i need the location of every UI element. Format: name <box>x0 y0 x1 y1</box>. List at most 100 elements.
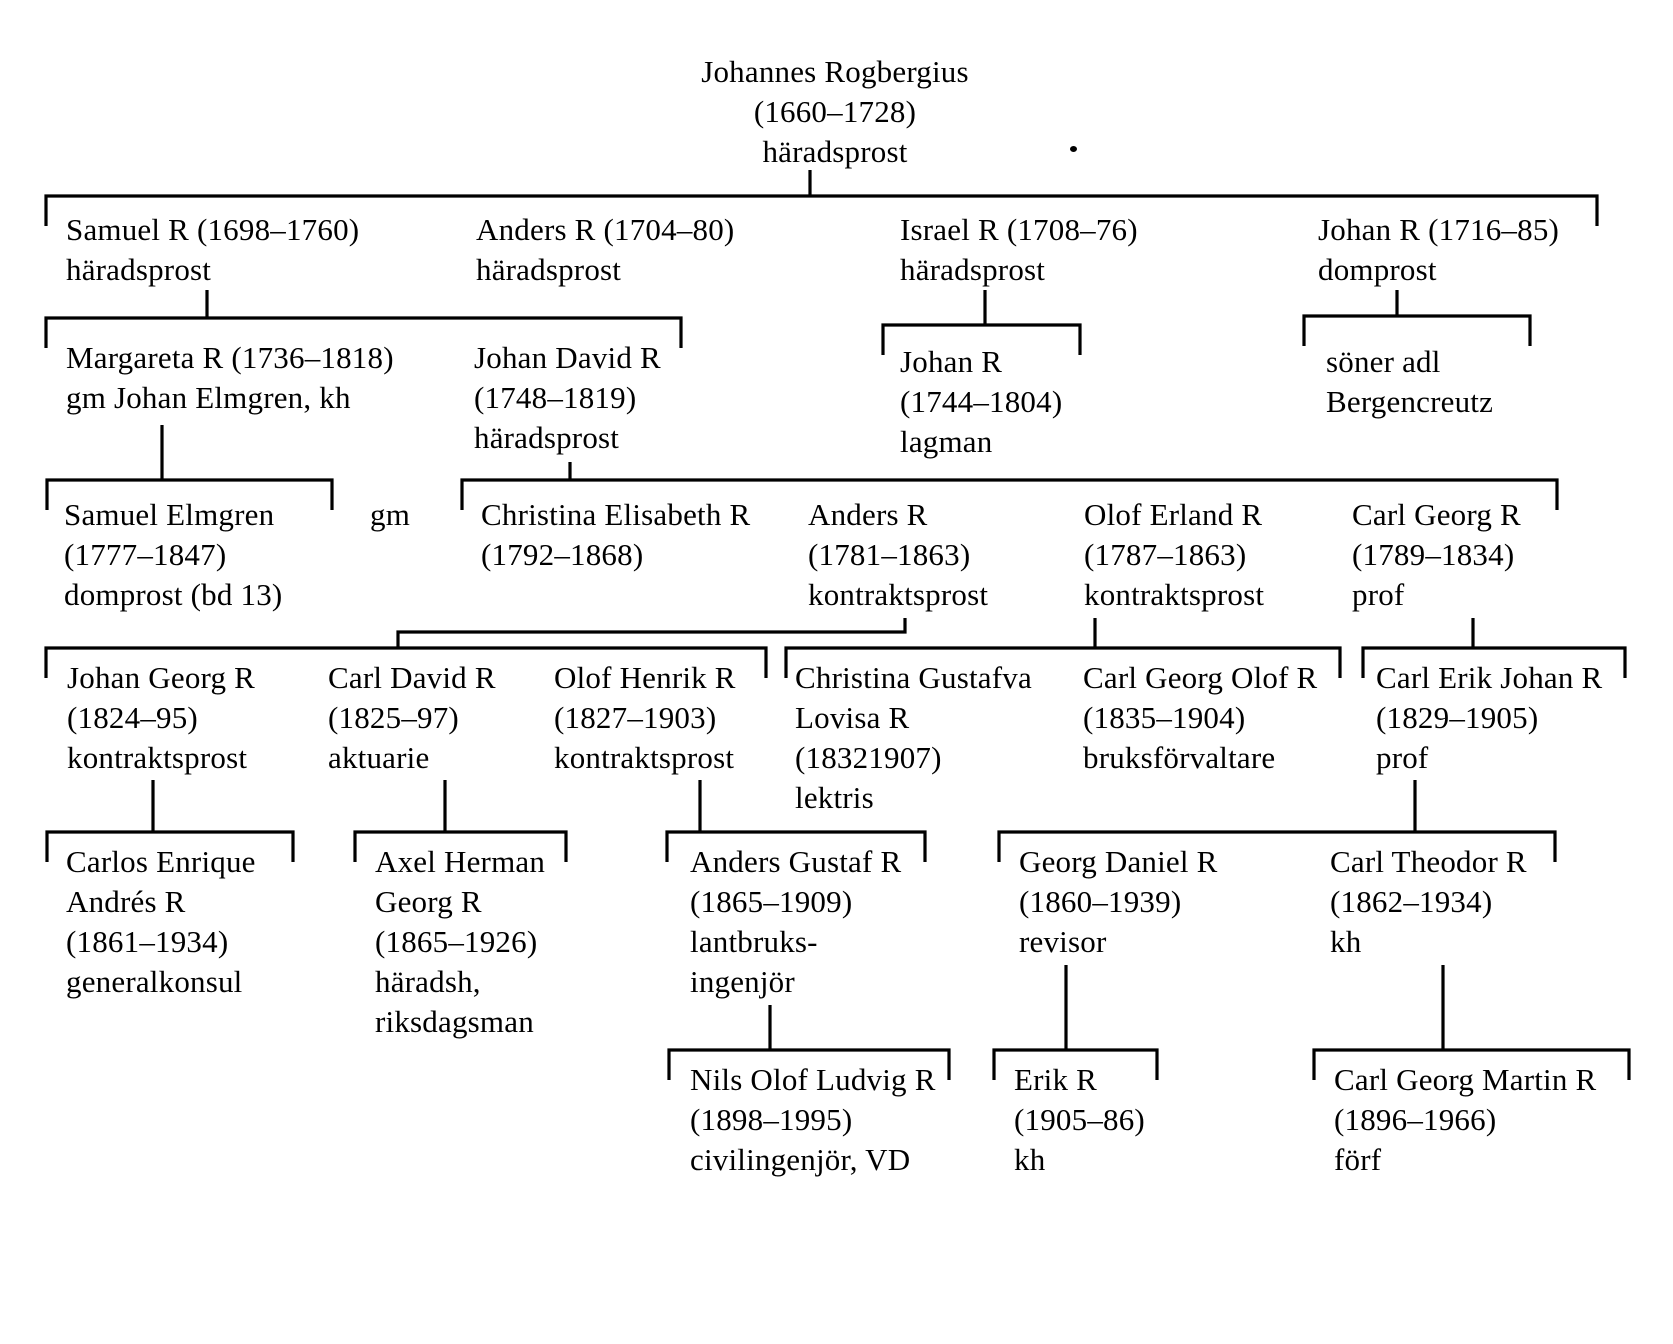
stray-dot <box>1070 146 1077 152</box>
person-carlos: Carlos Enrique Andrés R (1861–1934) general… <box>66 842 256 1002</box>
person-carlgeorg4-line-2: prof <box>1352 577 1405 612</box>
person-johandavid-line-2: häradsprost <box>474 420 620 455</box>
person-carlerikjohan-line-2: prof <box>1376 740 1429 775</box>
person-samuel2: Samuel R (1698–1760) häradsprost <box>66 210 359 290</box>
connector-gen6-bracket-johangeorg5-children <box>45 830 295 862</box>
person-carlos-line-2: (1861–1934) <box>66 924 229 959</box>
person-erik: Erik R (1905–86) kh <box>1014 1060 1145 1180</box>
person-carldavid5: Carl David R (1825–97) aktuarie <box>328 658 496 778</box>
person-erik-line-0: Erik R <box>1014 1062 1097 1097</box>
person-carlgeorg4-line-1: (1789–1834) <box>1352 537 1515 572</box>
person-johangeorg5-line-2: kontraktsprost <box>67 740 248 775</box>
person-oloferland: Olof Erland R (1787–1863) kontraktsprost <box>1084 495 1264 615</box>
person-carlgeorgolof-line-2: bruksförvaltare <box>1083 740 1276 775</box>
person-nils: Nils Olof Ludvig R (1898–1995) civilingenj… <box>690 1060 936 1180</box>
person-andersgustaf: Anders Gustaf R (1865–1909) lantbruks-inge… <box>690 842 901 1002</box>
person-johan2-line-1: domprost <box>1318 252 1437 287</box>
person-nils-line-1: (1898–1995) <box>690 1102 853 1137</box>
person-israel2-line-1: häradsprost <box>900 252 1046 287</box>
person-carltheodor: Carl Theodor R (1862–1934) kh <box>1330 842 1527 962</box>
person-erik-line-2: kh <box>1014 1142 1046 1177</box>
person-israel2: Israel R (1708–76) häradsprost <box>900 210 1138 290</box>
connector-gen6-bracket-carldavid5-children <box>353 830 568 862</box>
connector-gen4-bracket-johandavid-children <box>460 478 1559 510</box>
person-nils-line-0: Nils Olof Ludvig R <box>690 1062 936 1097</box>
person-johandavid: Johan David R (1748–1819) häradsprost <box>474 338 661 458</box>
person-andersgustaf-line-1: (1865–1909) <box>690 884 853 919</box>
person-anders2: Anders R (1704–80) häradsprost <box>476 210 734 290</box>
connector-gen7-bracket-carltheodor-children <box>1312 1048 1631 1080</box>
connector-gen5-bracket-oloferland-children <box>784 646 1342 678</box>
person-christina4-line-1: (1792–1868) <box>481 537 644 572</box>
person-margareta: Margareta R (1736–1818) gm Johan Elmgren,… <box>66 338 394 418</box>
person-anders2-line-1: häradsprost <box>476 252 622 287</box>
person-erik-line-1: (1905–86) <box>1014 1102 1145 1137</box>
person-johangeorg5: Johan Georg R (1824–95) kontraktsprost <box>67 658 255 778</box>
person-carldavid5-line-0: Carl David R <box>328 660 496 695</box>
connector-gen4-bracket-margareta-children <box>45 478 334 510</box>
person-carlgeorgolof: Carl Georg Olof R (1835–1904) bruksförvalt… <box>1083 658 1317 778</box>
person-samuelelmgren-line-2: domprost (bd 13) <box>64 577 283 612</box>
person-soner-line-0: söner adl <box>1326 344 1441 379</box>
person-carlgeorg4: Carl Georg R (1789–1834) prof <box>1352 495 1521 615</box>
connector-gen3-bracket-samuel2-children <box>44 316 683 348</box>
person-carlgeorg4-line-0: Carl Georg R <box>1352 497 1521 532</box>
person-samuel2-line-0: Samuel R (1698–1760) <box>66 212 360 247</box>
person-johan2: Johan R (1716–85) domprost <box>1318 210 1559 290</box>
person-carlgeorgmartin: Carl Georg Martin R (1896–1966) förf <box>1334 1060 1596 1180</box>
person-johandavid-line-1: (1748–1819) <box>474 380 637 415</box>
person-margareta-line-1: gm Johan Elmgren, kh <box>66 380 351 415</box>
person-christinagustafva: Christina Gustafva Lovisa R (18321907) lekt… <box>795 658 1032 818</box>
person-samuelelmgren-line-1: (1777–1847) <box>64 537 227 572</box>
person-johannes: Johannes Rogbergius (1660–1728) häradspros… <box>650 52 1020 172</box>
person-carlos-line-0: Carlos Enrique <box>66 844 256 879</box>
connector-gen7-bracket-georgdaniel-children <box>992 1048 1159 1080</box>
person-georgdaniel-line-2: revisor <box>1019 924 1107 959</box>
person-gm-label: gm <box>370 495 410 535</box>
person-carldavid5-line-2: aktuarie <box>328 740 430 775</box>
person-johan3-line-0: Johan R <box>900 344 1003 379</box>
person-johannes-line-0: Johannes Rogbergius <box>701 54 969 89</box>
person-christinagustafva-line-3: lektris <box>795 780 874 815</box>
person-axel-line-2: (1865–1926) <box>375 924 538 959</box>
person-carlgeorgmartin-line-1: (1896–1966) <box>1334 1102 1497 1137</box>
person-johannes-line-2: häradsprost <box>762 134 908 169</box>
connector-gen3-bracket-johan2-children <box>1302 314 1532 346</box>
person-carlerikjohan-line-1: (1829–1905) <box>1376 700 1539 735</box>
person-anders4-line-2: kontraktsprost <box>808 577 989 612</box>
person-carlgeorgmartin-line-2: förf <box>1334 1142 1382 1177</box>
person-gm-label-line-0: gm <box>370 497 411 532</box>
person-axel-line-3: häradsh, <box>375 964 481 999</box>
person-olofhenrik5-line-2: kontraktsprost <box>554 740 735 775</box>
person-christinagustafva-line-1: Lovisa R <box>795 700 910 735</box>
person-axel-line-1: Georg R <box>375 884 482 919</box>
connector-anders4-elbow <box>396 618 907 648</box>
connector-gen7-bracket-andersgustaf-children <box>667 1048 951 1080</box>
person-axel-line-4: riksdagsman <box>375 1004 534 1039</box>
person-johannes-line-1: (1660–1728) <box>753 94 917 129</box>
person-johan3-line-2: lagman <box>900 424 993 459</box>
person-margareta-line-0: Margareta R (1736–1818) <box>66 340 394 375</box>
person-johan3: Johan R (1744–1804) lagman <box>900 342 1062 462</box>
person-anders2-line-0: Anders R (1704–80) <box>476 212 735 247</box>
person-andersgustaf-line-3: ingenjör <box>690 964 795 999</box>
connector-gen2-rail <box>44 194 1599 226</box>
person-andersgustaf-line-2: lantbruks- <box>690 924 818 959</box>
person-olofhenrik5-line-1: (1827–1903) <box>554 700 717 735</box>
person-nils-line-2: civilingenjör, VD <box>690 1142 911 1177</box>
person-carltheodor-line-2: kh <box>1330 924 1362 959</box>
person-carlos-line-1: Andrés R <box>66 884 186 919</box>
connector-gen5-bracket-carlgeorg4-children <box>1361 646 1627 678</box>
person-carldavid5-line-1: (1825–97) <box>328 700 459 735</box>
person-carlgeorgolof-line-1: (1835–1904) <box>1083 700 1246 735</box>
person-georgdaniel-line-1: (1860–1939) <box>1019 884 1182 919</box>
connector-gen3-bracket-israel2-children <box>881 323 1082 355</box>
person-carlgeorgolof-line-0: Carl Georg Olof R <box>1083 660 1318 695</box>
person-christinagustafva-line-0: Christina Gustafva <box>795 660 1032 695</box>
person-carlos-line-3: generalkonsul <box>66 964 243 999</box>
person-carlgeorgmartin-line-0: Carl Georg Martin R <box>1334 1062 1597 1097</box>
person-johangeorg5-line-1: (1824–95) <box>67 700 198 735</box>
person-olofhenrik5-line-0: Olof Henrik R <box>554 660 736 695</box>
person-samuel2-line-1: häradsprost <box>66 252 212 287</box>
